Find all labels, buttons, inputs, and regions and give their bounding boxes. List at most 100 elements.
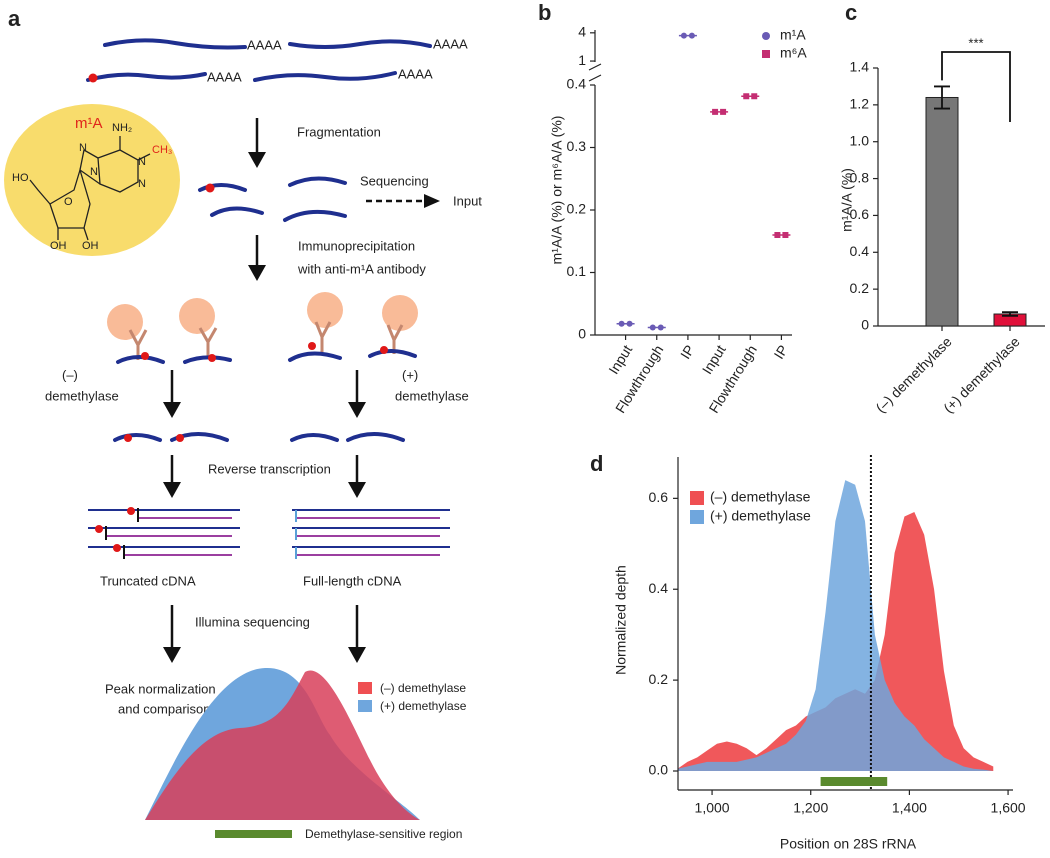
atom: N <box>138 156 146 168</box>
legend-marker <box>762 50 770 58</box>
condition: (–) <box>62 367 78 382</box>
molecule <box>29 136 151 241</box>
y-tick-label: 0.6 <box>649 489 669 505</box>
point <box>743 93 750 100</box>
panel-label: d <box>590 451 603 476</box>
y-tick-label: 1.2 <box>850 96 870 112</box>
x-tick-label: Input <box>699 342 729 377</box>
y-tick-label: 4 <box>578 24 586 40</box>
step: Input <box>453 193 482 208</box>
point <box>657 324 664 331</box>
axis-break <box>588 63 602 82</box>
fragment <box>198 183 247 192</box>
mrna <box>288 39 432 49</box>
arrow <box>248 235 266 281</box>
arrow <box>163 455 181 498</box>
point <box>680 32 687 39</box>
fragment <box>288 176 347 187</box>
step: Sequencing <box>360 173 429 188</box>
cdna-full <box>292 509 450 559</box>
arrow <box>348 370 366 418</box>
atom: OH <box>82 240 99 252</box>
error-bar <box>934 85 950 110</box>
legend-label: (–) demethylase <box>710 489 811 505</box>
atom: N <box>90 166 98 178</box>
mrna <box>86 72 207 82</box>
y-tick-label: 0.4 <box>649 580 669 596</box>
y-axis-label: m¹A/A (%) <box>839 168 855 232</box>
molecule-name: m¹A <box>75 115 103 132</box>
point <box>774 232 781 238</box>
point <box>649 324 656 331</box>
step: Peak normalization <box>105 681 216 696</box>
y-tick-label: 0.2 <box>850 280 870 296</box>
cdna-truncated <box>88 507 240 559</box>
molecule-bg <box>4 104 180 256</box>
y-tick-label: 0.1 <box>567 263 587 279</box>
label: Truncated cDNA <box>100 573 196 588</box>
fragment <box>210 206 264 217</box>
mrna <box>103 38 247 50</box>
step: and comparisons <box>118 701 217 716</box>
atom: O <box>64 196 73 208</box>
panel-label: c <box>845 0 857 25</box>
mrna <box>253 71 397 82</box>
y-tick-label: 0.0 <box>649 762 669 778</box>
y-tick-label: 1.0 <box>850 132 870 148</box>
y-tick-label: 1 <box>578 52 586 68</box>
y-tick-label: 0.2 <box>567 201 587 217</box>
bar <box>925 96 959 327</box>
y-tick-label: 0 <box>578 326 586 342</box>
point <box>712 108 719 115</box>
atom: N <box>79 142 87 154</box>
schematic-area <box>145 670 420 820</box>
legend-swatch <box>358 700 372 712</box>
y-tick-label: 0.8 <box>850 169 870 185</box>
y-tick-label: 0 <box>861 317 869 333</box>
atom: CH₃ <box>152 144 172 156</box>
step: Fragmentation <box>297 124 381 139</box>
step: Reverse transcription <box>208 461 331 476</box>
m1a-site <box>205 183 215 193</box>
legend-label: (+) demethylase <box>710 508 811 524</box>
atom: OH <box>50 240 67 252</box>
arrow <box>248 118 266 168</box>
region-label: Demethylase-sensitive region <box>305 827 462 841</box>
panel-label: b <box>538 0 551 25</box>
significance-bracket <box>941 51 1011 122</box>
arrow <box>163 370 181 418</box>
point <box>751 93 758 100</box>
legend-swatch <box>690 491 704 505</box>
atom: NH₂ <box>112 122 132 134</box>
region-bar <box>215 830 292 838</box>
arrow <box>348 605 366 663</box>
y-tick-label: 0.4 <box>567 76 587 92</box>
condition: (+) <box>402 367 418 382</box>
fragment <box>283 209 347 222</box>
legend-label: (–) demethylase <box>380 681 466 695</box>
label: Full-length cDNA <box>303 573 402 588</box>
panel-label: a <box>8 6 21 31</box>
legend-swatch <box>358 682 372 694</box>
x-tick-label: IP <box>677 342 698 362</box>
arrow <box>348 455 366 498</box>
atom: N <box>138 178 146 190</box>
condition: demethylase <box>395 388 469 403</box>
y-tick-label: 0.2 <box>649 671 669 687</box>
y-axis-label: Normalized depth <box>613 565 629 675</box>
x-tick-label: 1,000 <box>695 800 730 816</box>
x-tick-label: 1,200 <box>793 800 828 816</box>
x-tick-label: Input <box>605 342 635 377</box>
polya: AAAA <box>433 36 468 51</box>
strands <box>113 432 405 442</box>
x-tick-label: 1,600 <box>991 800 1026 816</box>
x-tick-label: 1,400 <box>892 800 927 816</box>
point <box>626 320 633 327</box>
significance: *** <box>968 35 983 50</box>
legend-label: (+) demethylase <box>380 699 467 713</box>
legend-label: m¹A <box>780 27 806 43</box>
panel-a: a AAAA AAAA AAAA AAAA m¹A NH₂ CH₃ N N N … <box>4 6 482 841</box>
polya: AAAA <box>398 66 433 81</box>
x-axis-label: Position on 28S rRNA <box>780 836 917 852</box>
